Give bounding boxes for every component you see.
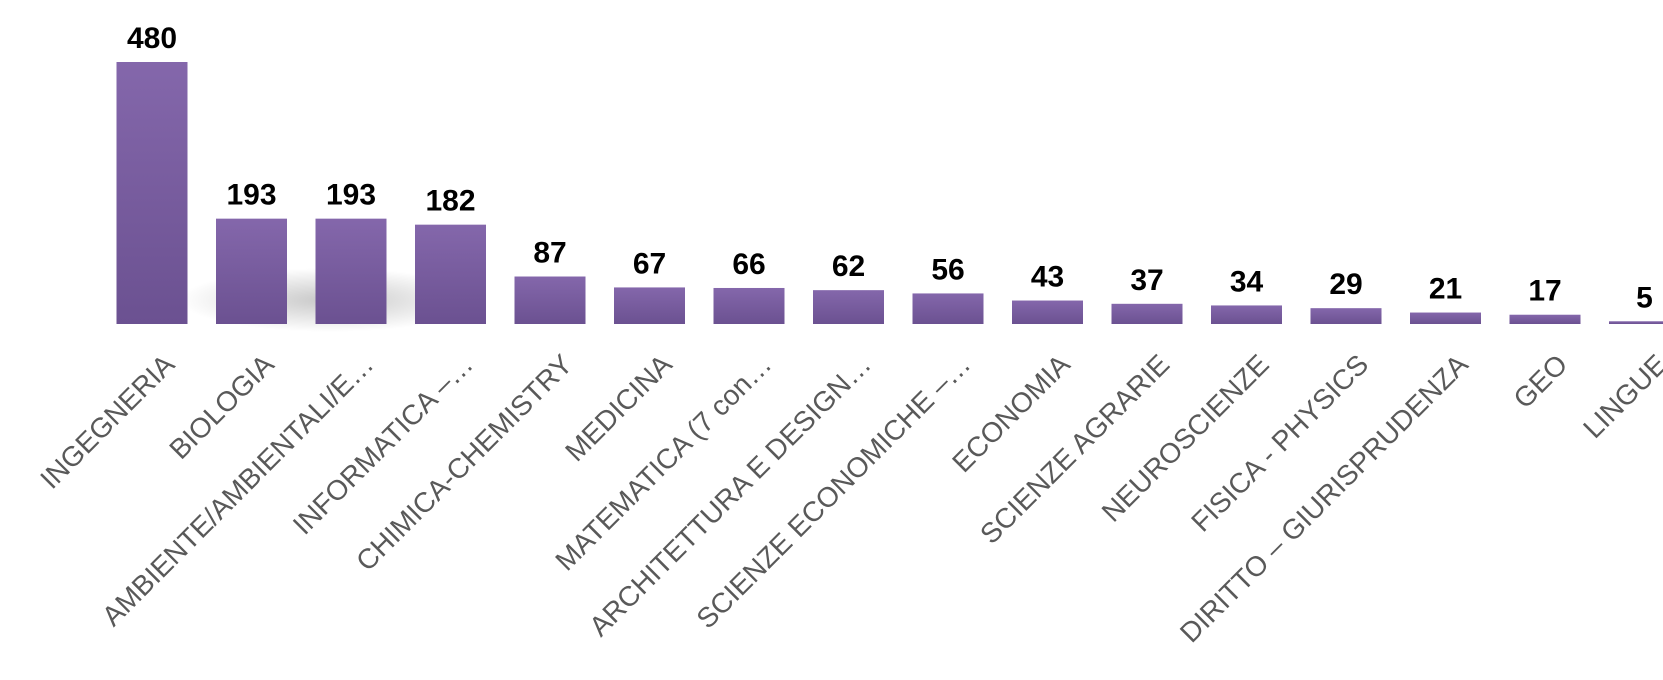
bar-1 (216, 218, 287, 324)
category-label-11: NEUROSCIENZE (1096, 348, 1275, 527)
bar-2 (315, 218, 387, 324)
value-label-10: 37 (1130, 264, 1163, 297)
bar-14 (1509, 314, 1581, 324)
value-label-1: 193 (226, 179, 276, 212)
value-label-6: 66 (732, 248, 765, 281)
bar-15 (1609, 321, 1663, 324)
category-label-0: INGEGNERIA (34, 348, 180, 494)
bar-13 (1410, 312, 1481, 324)
category-label-14: GEO (1507, 348, 1573, 414)
value-label-15: 5 (1636, 281, 1653, 314)
bars-group (116, 62, 1663, 324)
bar-12 (1310, 308, 1382, 324)
value-label-4: 87 (533, 237, 566, 270)
bar-11 (1211, 305, 1282, 324)
bar-5 (614, 287, 685, 324)
value-label-3: 182 (425, 185, 475, 218)
value-label-5: 67 (633, 247, 666, 280)
category-label-15: LINGUE (1577, 348, 1663, 444)
value-label-12: 29 (1329, 268, 1362, 301)
bar-6 (713, 287, 785, 324)
bar-3 (415, 224, 486, 324)
bar-7 (813, 290, 884, 324)
value-label-8: 56 (931, 253, 964, 286)
value-label-7: 62 (832, 250, 865, 283)
value-labels-group: 480 193 193 182 87 67 66 62 56 43 37 34 29 21 17 5 (127, 22, 1653, 314)
value-label-13: 21 (1429, 273, 1462, 306)
bar-8 (912, 293, 984, 324)
value-label-11: 34 (1230, 265, 1264, 298)
value-label-14: 17 (1528, 275, 1561, 308)
value-label-2: 193 (326, 179, 376, 212)
bar-4 (514, 276, 586, 324)
value-label-9: 43 (1031, 261, 1064, 294)
category-label-10: SCIENZE AGRARIE (974, 348, 1175, 549)
category-labels-group: INGEGNERIABIOLOGIAAMBIENTE/AMBIENTALI/E…… (34, 348, 1663, 648)
bar-10 (1111, 303, 1183, 324)
value-label-0: 480 (127, 22, 177, 55)
category-label-12: FISICA - PHYSICS (1185, 348, 1374, 537)
category-label-3: INFORMATICA –… (287, 348, 479, 540)
bar-0 (116, 62, 188, 324)
bar-9 (1012, 300, 1083, 324)
